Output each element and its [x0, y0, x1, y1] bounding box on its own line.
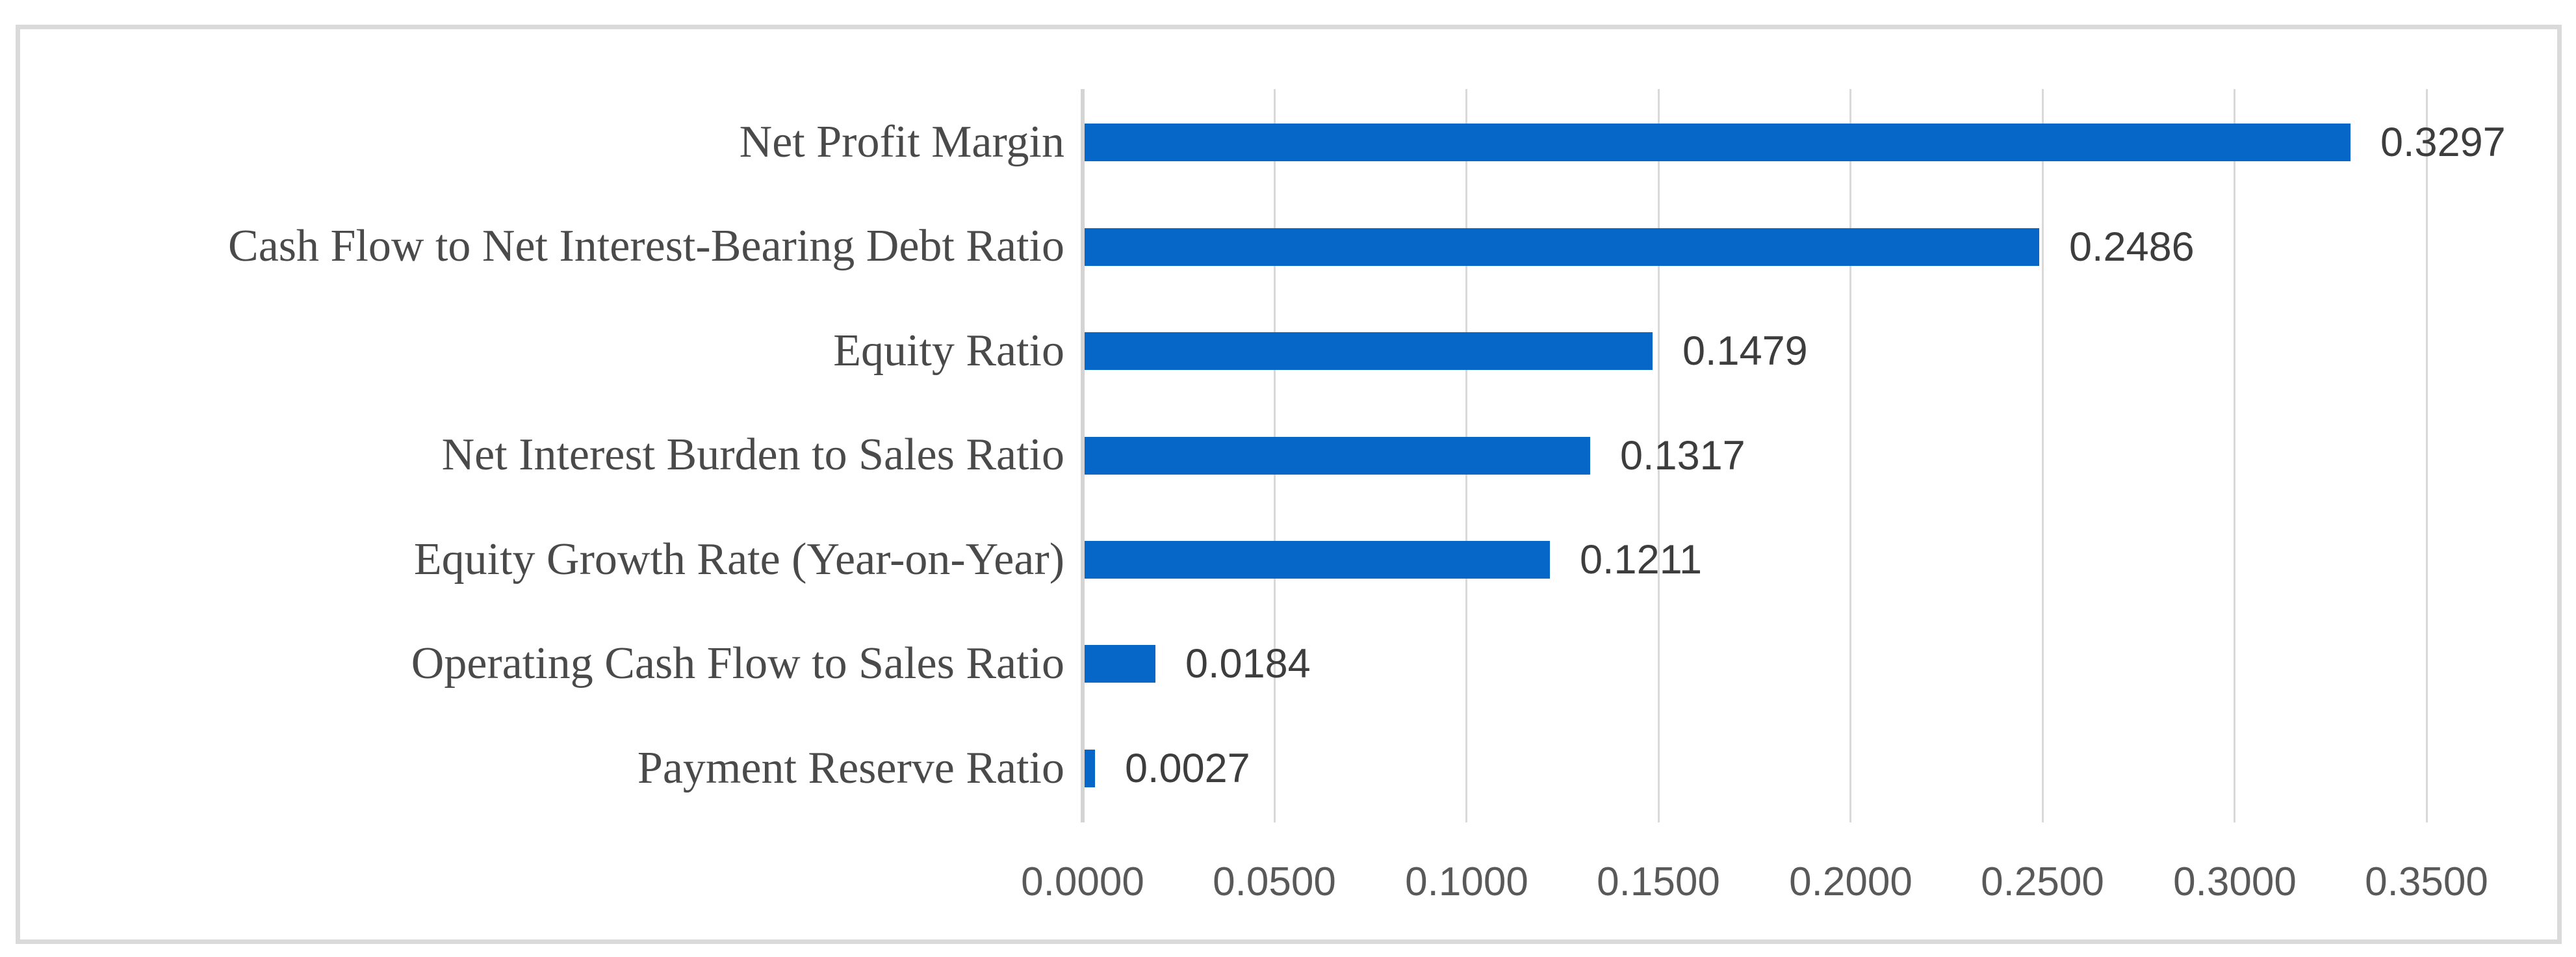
category-label: Payment Reserve Ratio	[637, 743, 1064, 793]
x-axis-tick-label: 0.2000	[1789, 859, 1913, 904]
x-axis-tick-label: 0.3500	[2365, 859, 2488, 904]
category-label: Equity Ratio	[833, 326, 1064, 376]
category-label: Net Profit Margin	[739, 117, 1064, 167]
x-gridline	[1658, 89, 1660, 822]
bar	[1085, 124, 2351, 161]
bar-value-label: 0.0184	[1185, 640, 1311, 687]
bar	[1085, 541, 1550, 579]
bar-value-label: 0.0027	[1125, 745, 1250, 791]
x-axis-tick-label: 0.1000	[1405, 859, 1528, 904]
chart-area: Net Profit Margin 0.3297 Cash Flow to Net …	[16, 25, 2562, 944]
x-axis-tick-label: 0.1500	[1597, 859, 1720, 904]
x-axis-tick-label: 0.3000	[2173, 859, 2297, 904]
plot-area: Net Profit Margin 0.3297 Cash Flow to Net …	[20, 29, 2557, 939]
bar-value-label: 0.1317	[1620, 432, 1745, 478]
x-gridline	[1849, 89, 1851, 822]
category-label: Net Interest Burden to Sales Ratio	[441, 430, 1064, 480]
x-axis-tick-label: 0.0500	[1213, 859, 1336, 904]
y-axis-line	[1081, 89, 1085, 822]
bar	[1085, 228, 2039, 266]
bar-value-label: 0.1479	[1682, 328, 1808, 374]
bar	[1085, 645, 1155, 683]
bar-value-label: 0.2486	[2069, 224, 2195, 270]
bar-value-label: 0.1211	[1580, 536, 1703, 583]
category-label: Equity Growth Rate (Year-on-Year)	[413, 534, 1064, 584]
x-gridline	[2426, 89, 2428, 822]
x-axis-tick-label: 0.0000	[1021, 859, 1144, 904]
x-gridline	[2234, 89, 2235, 822]
x-axis-tick-label: 0.2500	[1981, 859, 2104, 904]
category-label: Operating Cash Flow to Sales Ratio	[411, 638, 1064, 688]
x-gridline	[2042, 89, 2044, 822]
category-label: Cash Flow to Net Interest-Bearing Debt R…	[228, 221, 1064, 271]
bar	[1085, 437, 1590, 475]
bar	[1085, 750, 1095, 787]
bar	[1085, 332, 1653, 370]
bar-value-label: 0.3297	[2380, 119, 2506, 165]
